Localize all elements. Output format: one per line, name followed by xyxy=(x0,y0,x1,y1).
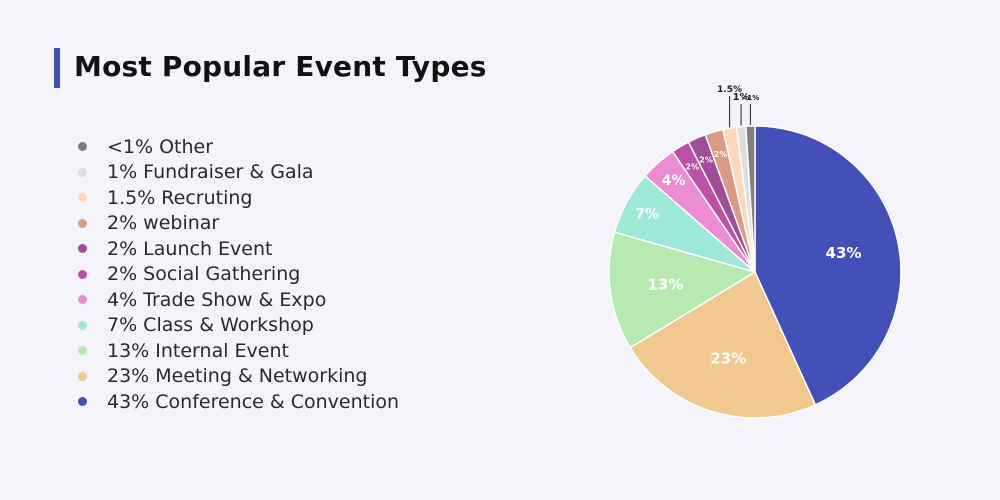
data-label-meeting-networking: 23% xyxy=(710,350,746,368)
data-label-internal-event: 13% xyxy=(647,275,683,293)
legend-item-social-gathering: 2% Social Gathering xyxy=(78,262,399,288)
data-label-conference-convention: 43% xyxy=(826,244,862,262)
legend-item-webinar: 2% webinar xyxy=(78,211,399,237)
legend-item-meeting-networking: 23% Meeting & Networking xyxy=(78,364,399,390)
legend-swatch xyxy=(78,167,87,177)
pie-slice-other xyxy=(745,125,756,273)
legend-swatch xyxy=(78,269,87,279)
legend-label: 43% Conference & Convention xyxy=(107,390,400,413)
pie-slice-internal-event xyxy=(608,231,756,349)
legend-item-other: <1% Other xyxy=(78,134,399,160)
pie-slice-meeting-networking xyxy=(629,271,817,419)
data-label-fundraiser-gala: 1% xyxy=(733,92,750,103)
pie-slice-conference-convention xyxy=(754,125,902,406)
legend-swatch xyxy=(78,397,87,407)
data-label-webinar: 2% xyxy=(714,150,728,159)
data-label-recruting: 1.5% xyxy=(717,85,742,95)
legend-label: 2% webinar xyxy=(107,212,220,235)
legend-swatch xyxy=(78,346,87,356)
legend-label: 4% Trade Show & Expo xyxy=(107,288,327,311)
legend-swatch xyxy=(78,193,87,203)
legend-swatch xyxy=(78,320,87,330)
title-accent-bar xyxy=(54,48,60,88)
legend-swatch xyxy=(78,371,87,381)
legend-item-fundraiser-gala: 1% Fundraiser & Gala xyxy=(78,160,399,186)
legend-label: 7% Class & Workshop xyxy=(107,314,314,337)
data-label-other: <1% xyxy=(742,94,760,102)
data-label-class-workshop: 7% xyxy=(635,206,659,222)
legend-label: 1.5% Recruting xyxy=(107,186,253,209)
legend-swatch xyxy=(78,244,87,254)
legend: <1% Other 1% Fundraiser & Gala 1.5% Recrut… xyxy=(78,134,399,415)
legend-item-conference-convention: 43% Conference & Convention xyxy=(78,389,399,415)
legend-label: 1% Fundraiser & Gala xyxy=(107,161,314,184)
chart-title: Most Popular Event Types xyxy=(74,50,487,83)
data-label-social-gathering: 2% xyxy=(686,162,700,171)
legend-label: <1% Other xyxy=(107,135,214,158)
legend-item-internal-event: 13% Internal Event xyxy=(78,338,399,364)
legend-swatch xyxy=(78,142,87,152)
legend-label: 2% Launch Event xyxy=(107,237,273,260)
legend-label: 23% Meeting & Networking xyxy=(107,365,368,388)
legend-swatch xyxy=(78,295,87,305)
legend-item-trade-show-expo: 4% Trade Show & Expo xyxy=(78,287,399,313)
data-label-trade-show-expo: 4% xyxy=(662,173,686,189)
legend-label: 13% Internal Event xyxy=(107,339,289,362)
legend-swatch xyxy=(78,218,87,228)
legend-item-launch-event: 2% Launch Event xyxy=(78,236,399,262)
legend-item-recruting: 1.5% Recruting xyxy=(78,185,399,211)
legend-item-class-workshop: 7% Class & Workshop xyxy=(78,313,399,339)
legend-label: 2% Social Gathering xyxy=(107,263,301,286)
data-label-launch-event: 2% xyxy=(699,155,713,164)
